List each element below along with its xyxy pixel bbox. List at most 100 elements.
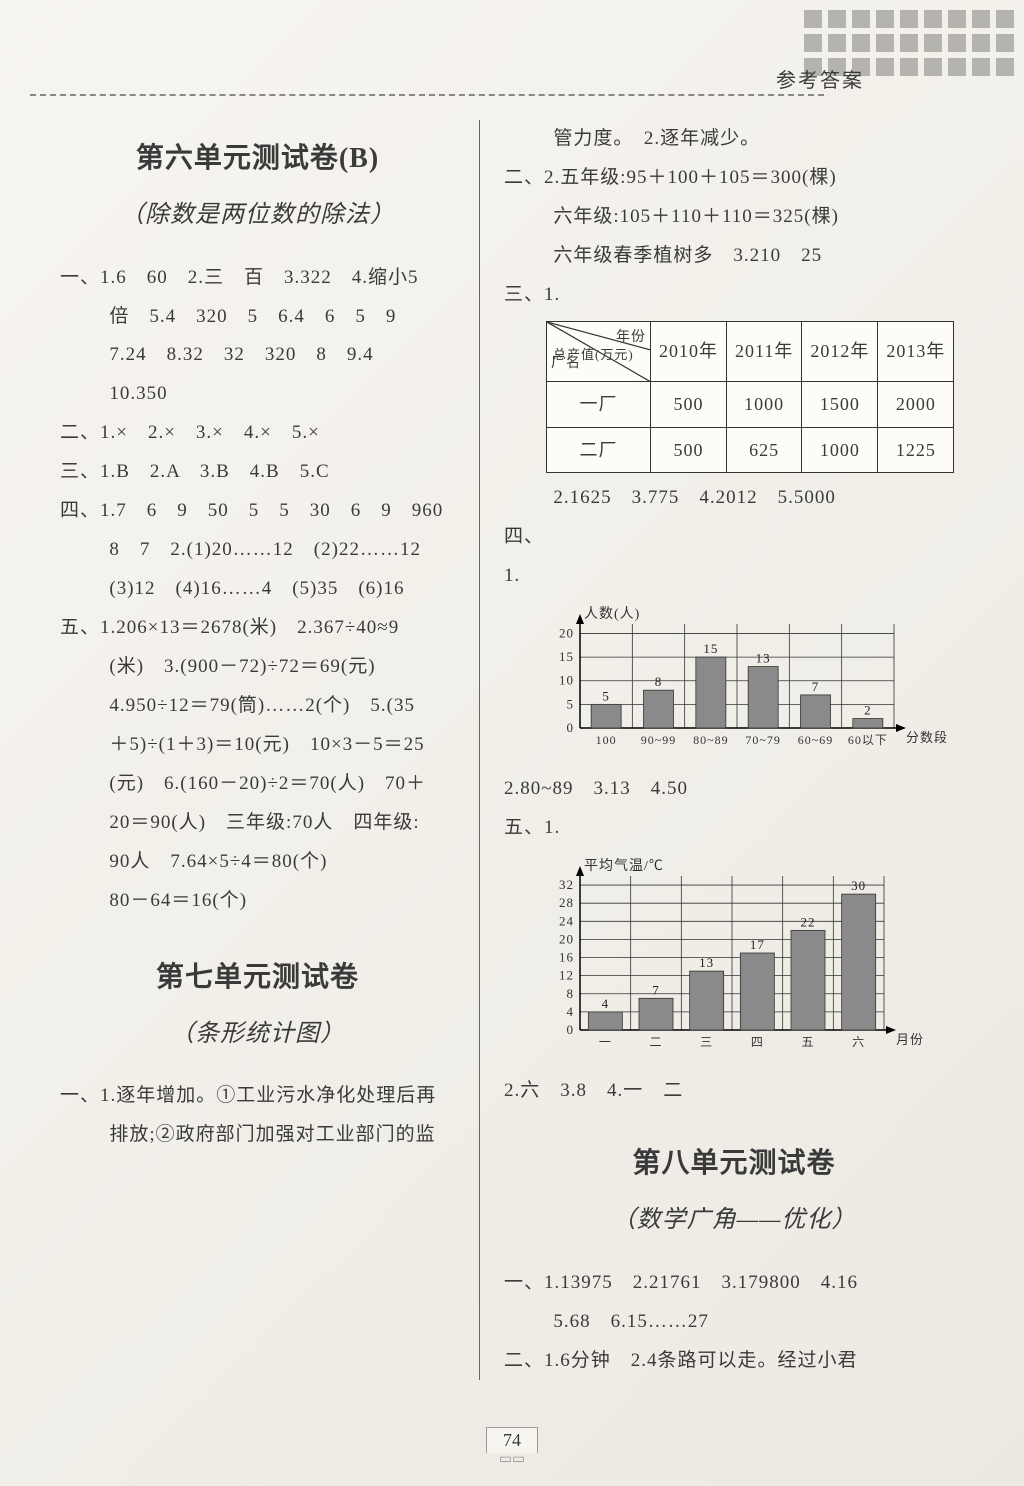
svg-text:90~99: 90~99 [641,733,677,747]
page-footer: 74 ▭▭ [0,1427,1024,1468]
temperature-bar-chart: 0481216202428324一7二13三17四22五30六平均气温/℃月份 [544,856,964,1066]
table-diagonal-header: 年份 总产值(万元) 厂名 [547,321,651,381]
answer-line: 10.350 [60,375,455,414]
svg-text:六: 六 [852,1035,865,1049]
right-column: 管力度。 2.逐年减少。 二、2.五年级:95＋100＋105＝300(棵) 六… [484,120,964,1380]
diag-bot: 厂名 [551,350,581,379]
svg-text:80~89: 80~89 [693,733,729,747]
unit7-subtitle: （条形统计图） [60,1010,455,1059]
table-row: 二厂 500 625 1000 1225 [547,427,954,473]
table-cell: 1225 [878,427,954,473]
q4-label: 四、 [504,518,964,557]
svg-text:28: 28 [559,895,574,910]
answer-line: 一、1.6 60 2.三 百 3.322 4.缩小5 [60,259,455,298]
answer-line: 二、1.× 2.× 3.× 4.× 5.× [60,414,455,453]
column-divider [479,120,480,1380]
table-cell: 1500 [802,381,878,427]
svg-text:4: 4 [567,1004,575,1019]
svg-text:一: 一 [599,1035,612,1049]
svg-text:10: 10 [559,673,574,688]
svg-text:5: 5 [602,689,610,704]
table-cell: 500 [651,427,727,473]
svg-text:4: 4 [602,996,610,1011]
svg-text:60以下: 60以下 [848,733,888,747]
table-header: 2011年 [727,321,802,381]
svg-text:平均气温/℃: 平均气温/℃ [584,858,664,874]
answer-line: 管力度。 2.逐年减少。 [504,120,964,159]
page-number: 74 [486,1427,538,1453]
svg-text:13: 13 [699,955,714,970]
unit8-subtitle: （数学广角——优化） [504,1196,964,1245]
svg-text:8: 8 [655,674,663,689]
svg-text:16: 16 [559,950,574,965]
q5-label: 五、1. [504,817,560,838]
svg-text:8: 8 [567,986,575,1001]
svg-text:五: 五 [801,1035,814,1049]
table-cell: 一厂 [547,381,651,427]
unit6b-subtitle: （除数是两位数的除法） [60,191,455,240]
svg-text:0: 0 [567,1022,575,1037]
table-header: 2012年 [802,321,878,381]
svg-text:分数段: 分数段 [906,730,948,745]
answer-line: 一、1.13975 2.21761 3.179800 4.16 [504,1264,964,1303]
q3-label: 三、1. [504,284,560,305]
svg-text:15: 15 [559,649,574,664]
answer-line: 2.80~89 3.13 4.50 [504,770,964,809]
svg-text:20: 20 [559,932,574,947]
answer-line: 排放;②政府部门加强对工业部门的监 [60,1116,455,1155]
svg-text:24: 24 [559,913,574,928]
answer-line: 80－64＝16(个) [60,882,455,921]
table-cell: 二厂 [547,427,651,473]
answer-line: 20＝90(人) 三年级:70人 四年级: [60,804,455,843]
svg-text:7: 7 [652,982,660,997]
table-cell: 625 [727,427,802,473]
answer-line: (3)12 (4)16……4 (5)35 (6)16 [60,570,455,609]
answer-line: 五、1.206×13＝2678(米) 2.367÷40≈9 [60,609,455,648]
book-icon: ▭▭ [0,1451,1024,1468]
table-cell: 500 [651,381,727,427]
svg-text:7: 7 [812,679,820,694]
svg-text:15: 15 [703,641,718,656]
answer-line: 8 7 2.(1)20……12 (2)22……12 [60,531,455,570]
answer-line: 90人 7.64×5÷4＝80(个) [60,843,455,882]
answer-line: (元) 6.(160－20)÷2＝70(人) 70＋ [60,765,455,804]
answer-line: 三、1.B 2.A 3.B 4.B 5.C [60,453,455,492]
answer-line: 一、1.逐年增加。①工业污水净化处理后再 [60,1077,455,1116]
svg-text:13: 13 [756,651,771,666]
answer-line: (米) 3.(900－72)÷72＝69(元) [60,648,455,687]
factory-table: 年份 总产值(万元) 厂名 2010年 2011年 2012年 2013年 一厂… [546,321,954,474]
answer-line: 7.24 8.32 32 320 8 9.4 [60,336,455,375]
table-cell: 2000 [878,381,954,427]
header-label: 参考答案 [776,64,864,93]
svg-text:60~69: 60~69 [798,733,834,747]
svg-text:100: 100 [596,733,617,747]
svg-text:三: 三 [700,1035,713,1049]
svg-text:70~79: 70~79 [745,733,781,747]
answer-line: 4.950÷12＝79(筒)……2(个) 5.(35 [60,687,455,726]
answer-line: 5.68 6.15……27 [504,1303,964,1342]
answer-line: 四、1.7 6 9 50 5 5 30 6 9 960 [60,492,455,531]
svg-text:人数(人): 人数(人) [584,606,640,622]
svg-text:四: 四 [751,1035,764,1049]
table-header: 2013年 [878,321,954,381]
answer-line: ＋5)÷(1＋3)＝10(元) 10×3－5＝25 [60,726,455,765]
table-row: 一厂 500 1000 1500 2000 [547,381,954,427]
unit7-title: 第七单元测试卷 [60,949,455,1006]
svg-text:17: 17 [750,937,765,952]
answer-line: 2.六 3.8 4.一 二 [504,1072,964,1111]
answer-line: 六年级春季植树多 3.210 25 [504,237,964,276]
svg-text:二: 二 [649,1035,662,1049]
svg-text:20: 20 [559,626,574,641]
svg-text:32: 32 [559,877,574,892]
svg-text:22: 22 [801,915,816,930]
chart1-index: 1. [504,565,520,586]
answer-line: 二、2.五年级:95＋100＋105＝300(棵) [504,159,964,198]
table-cell: 1000 [802,427,878,473]
answer-line: 二、1.6分钟 2.4条路可以走。经过小君 [504,1342,964,1381]
svg-text:12: 12 [559,968,574,983]
content-columns: 第六单元测试卷(B) （除数是两位数的除法） 一、1.6 60 2.三 百 3.… [60,120,964,1380]
svg-text:0: 0 [567,720,575,735]
svg-text:2: 2 [864,703,872,718]
answer-line: 2.1625 3.775 4.2012 5.5000 [504,479,964,518]
score-bar-chart: 051015205100890~991580~891370~79760~6926… [544,604,964,764]
